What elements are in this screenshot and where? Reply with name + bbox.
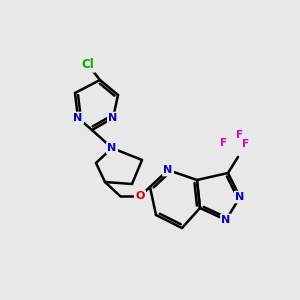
Text: F: F [220,138,228,148]
Text: N: N [107,143,117,153]
Text: O: O [135,191,145,201]
Text: N: N [164,165,172,175]
Text: N: N [108,113,118,123]
Text: F: F [242,139,250,149]
Text: N: N [236,192,244,202]
Text: Cl: Cl [82,58,94,71]
Text: F: F [236,130,244,140]
Text: N: N [221,215,231,225]
Text: N: N [74,113,82,123]
